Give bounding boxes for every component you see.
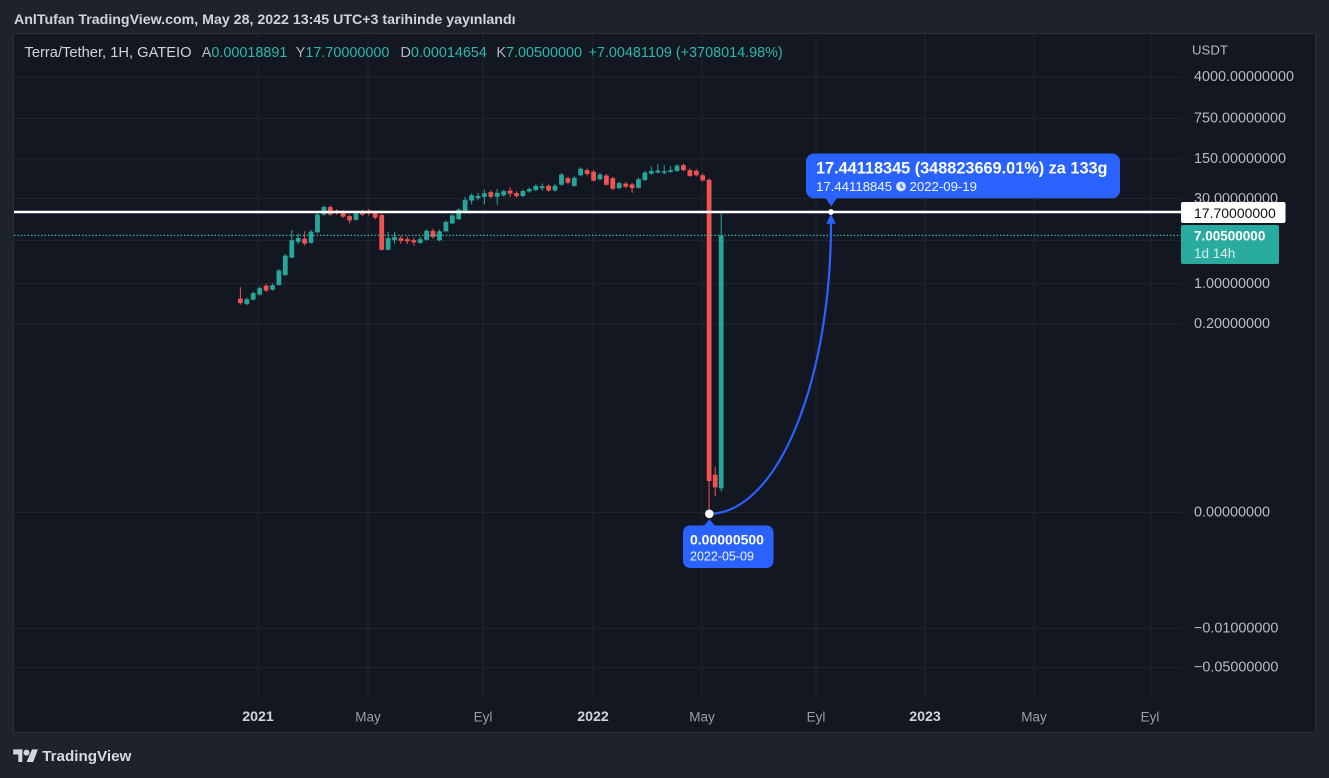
svg-text:0.20000000: 0.20000000 bbox=[1194, 316, 1270, 332]
svg-text:0.00000500: 0.00000500 bbox=[690, 532, 764, 548]
svg-text:AnlTufan TradingView.com, May: AnlTufan TradingView.com, May 28, 2022 1… bbox=[14, 12, 516, 28]
svg-text:May: May bbox=[355, 710, 381, 725]
svg-text:TradingView: TradingView bbox=[42, 748, 131, 765]
svg-text:1d 14h: 1d 14h bbox=[1194, 246, 1235, 261]
svg-text:May: May bbox=[689, 710, 715, 725]
svg-text:Eyl: Eyl bbox=[474, 710, 493, 725]
svg-text:2021: 2021 bbox=[242, 709, 274, 725]
svg-text:−0.05000000: −0.05000000 bbox=[1194, 660, 1278, 676]
svg-text:−0.01000000: −0.01000000 bbox=[1194, 621, 1278, 637]
svg-text:2022-09-19: 2022-09-19 bbox=[910, 179, 977, 194]
svg-text:2022: 2022 bbox=[577, 709, 609, 725]
svg-text:750.00000000: 750.00000000 bbox=[1194, 111, 1286, 127]
svg-text:17.44118845: 17.44118845 bbox=[816, 179, 892, 194]
svg-text:7.00500000: 7.00500000 bbox=[1194, 228, 1265, 243]
svg-text:17.44118345 (348823669.01%) za: 17.44118345 (348823669.01%) za 133g bbox=[816, 160, 1108, 178]
svg-text:2023: 2023 bbox=[909, 709, 941, 725]
svg-text:0.00000000: 0.00000000 bbox=[1194, 505, 1270, 521]
svg-text:Terra/Tether, 1H, GATEIO: Terra/Tether, 1H, GATEIO bbox=[25, 45, 192, 61]
svg-text:150.00000000: 150.00000000 bbox=[1194, 151, 1286, 167]
svg-text:17.70000000: 17.70000000 bbox=[1194, 205, 1276, 221]
svg-text:USDT: USDT bbox=[1192, 42, 1228, 57]
svg-text:Eyl: Eyl bbox=[1141, 710, 1160, 725]
svg-text:Eyl: Eyl bbox=[807, 710, 826, 725]
svg-text:4000.00000000: 4000.00000000 bbox=[1194, 69, 1294, 85]
svg-text:2022-05-09: 2022-05-09 bbox=[690, 550, 754, 564]
svg-text:May: May bbox=[1021, 710, 1047, 725]
svg-text:1.00000000: 1.00000000 bbox=[1194, 276, 1270, 292]
